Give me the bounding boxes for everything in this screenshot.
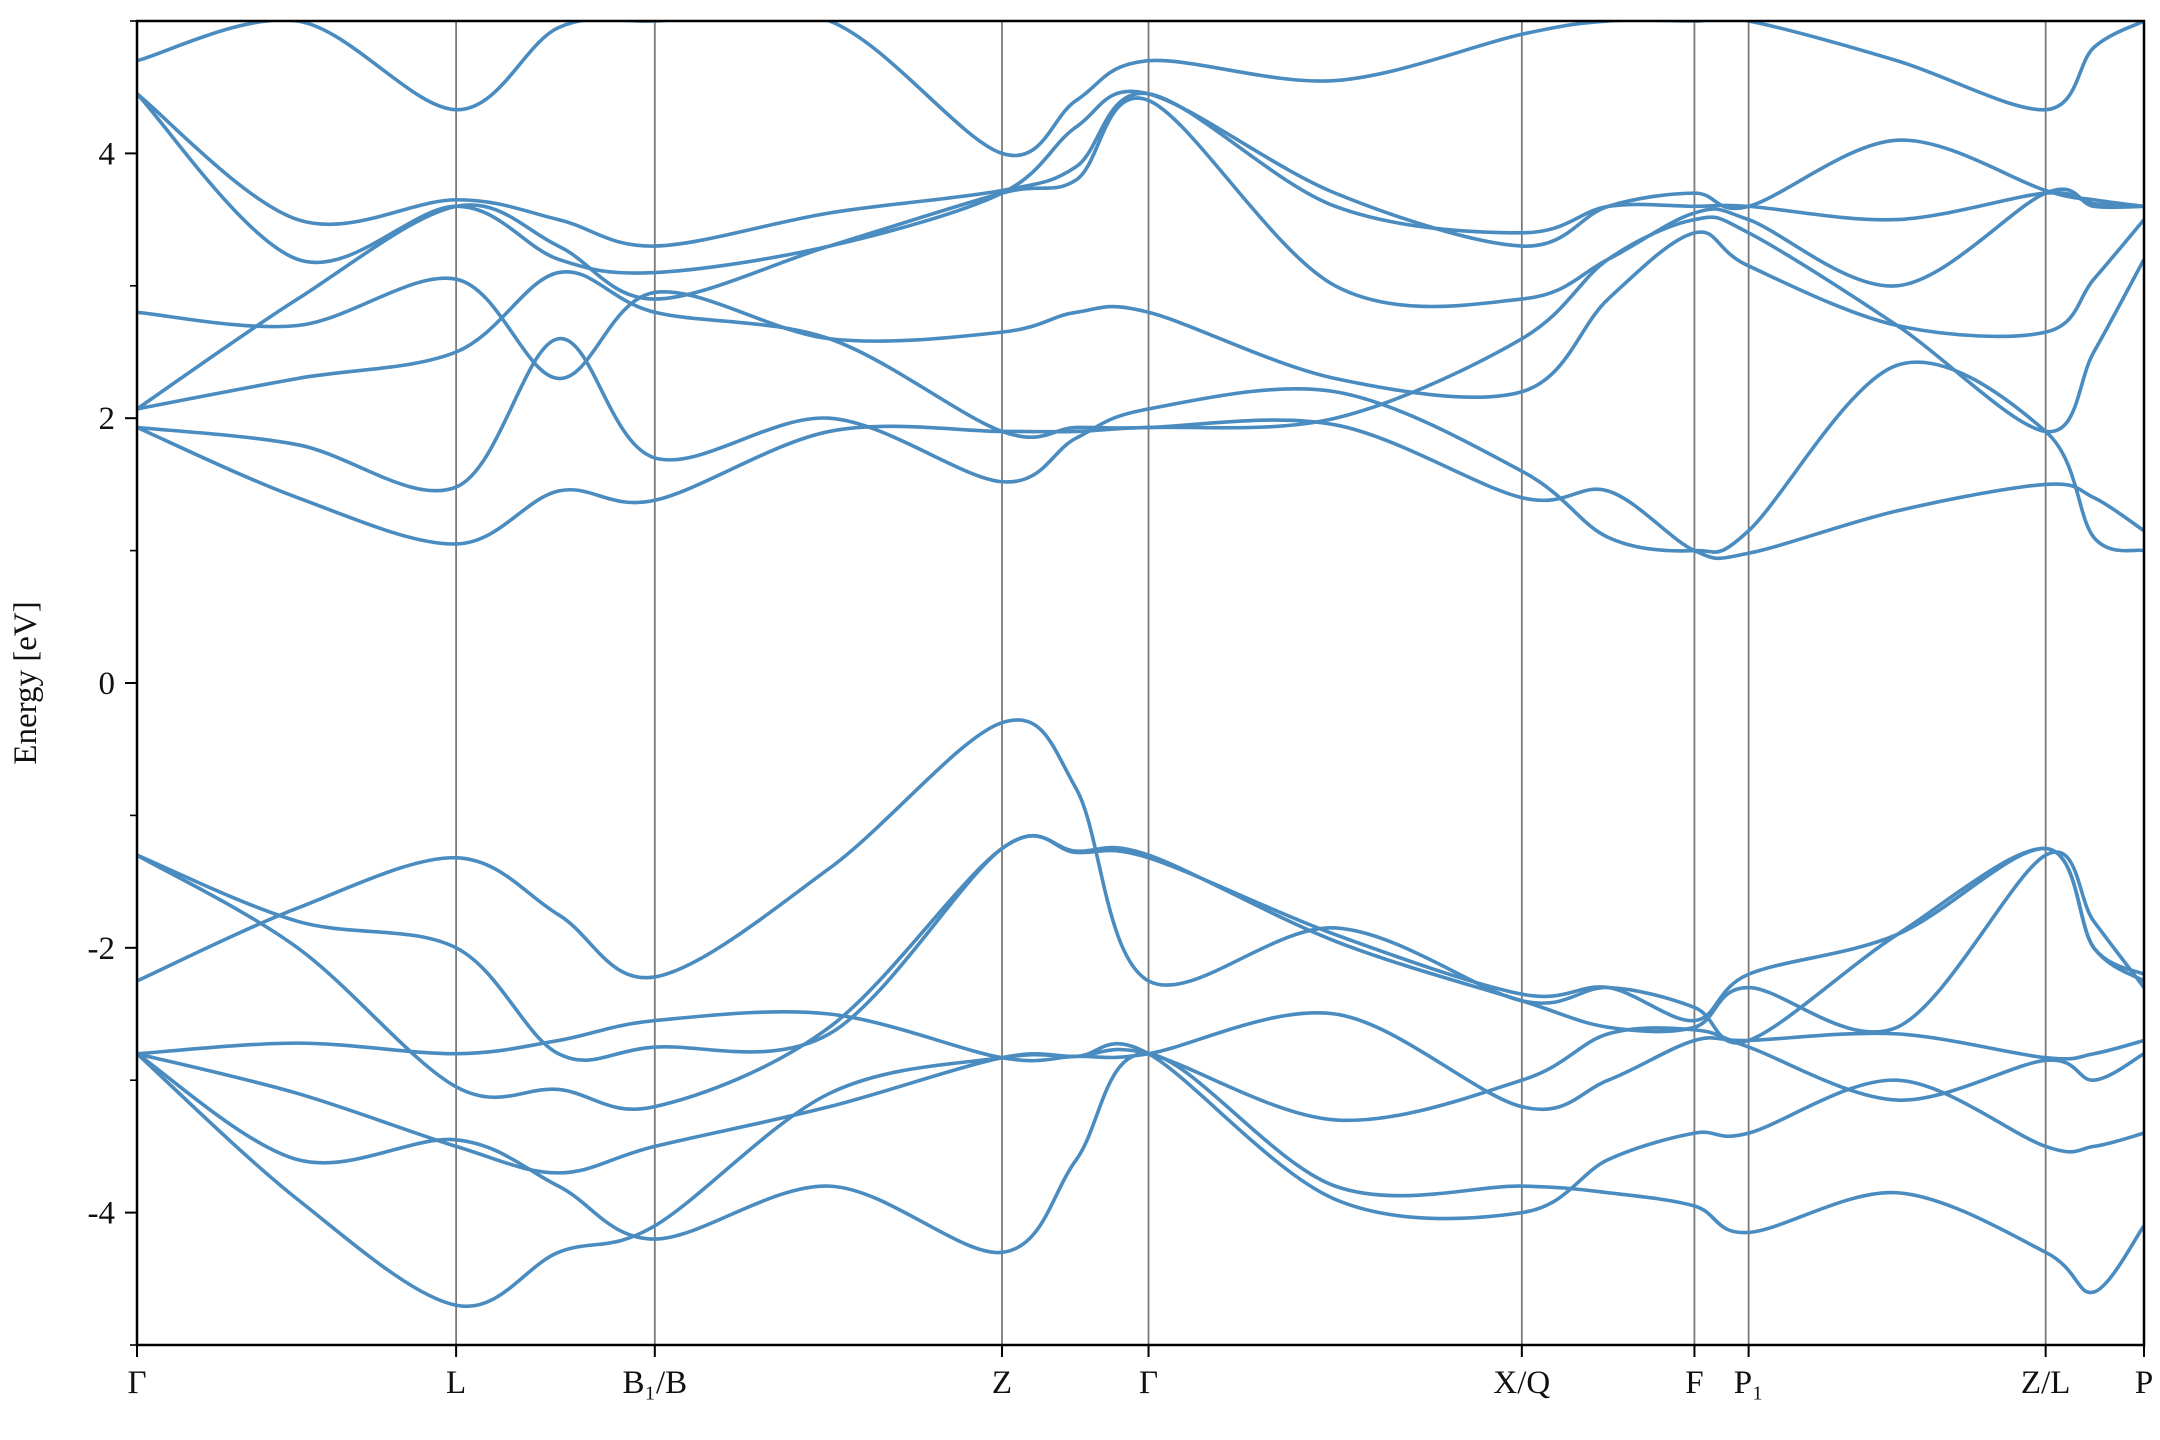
y-tick-label: 2 <box>99 401 116 437</box>
y-axis-label: Energy [eV] <box>8 601 44 764</box>
x-tick-label: F <box>1685 1365 1703 1401</box>
x-tick-label: Γ <box>127 1365 146 1401</box>
band-line <box>137 834 2144 1112</box>
x-tick-label: B₁/B <box>622 1365 687 1401</box>
band-line <box>137 21 2144 158</box>
y-tick-label: 0 <box>99 666 116 702</box>
x-tick-label: P <box>2135 1365 2153 1401</box>
plot-frame <box>135 19 2146 1347</box>
band-line <box>137 218 2144 400</box>
x-tick-label: P₁ <box>1734 1365 1764 1401</box>
band-line <box>137 96 2144 411</box>
bands <box>137 21 2144 1309</box>
band-line <box>137 89 2144 275</box>
band-line <box>137 718 2144 1045</box>
y-tick-label: 4 <box>99 136 116 172</box>
band-line <box>137 91 2144 248</box>
band-line <box>137 1041 2144 1309</box>
x-tick-label: Γ <box>1139 1365 1158 1401</box>
band-line <box>137 336 2144 554</box>
band-line <box>137 1010 2144 1112</box>
band-line <box>137 215 2144 440</box>
x-tick-label: Z <box>992 1365 1012 1401</box>
x-tick-label: L <box>446 1365 466 1401</box>
y-tick-label: -2 <box>88 931 116 967</box>
x-tick-label: Z/L <box>2021 1365 2070 1401</box>
y-tick-label: -4 <box>88 1196 116 1232</box>
x-tick-label: X/Q <box>1493 1365 1550 1401</box>
